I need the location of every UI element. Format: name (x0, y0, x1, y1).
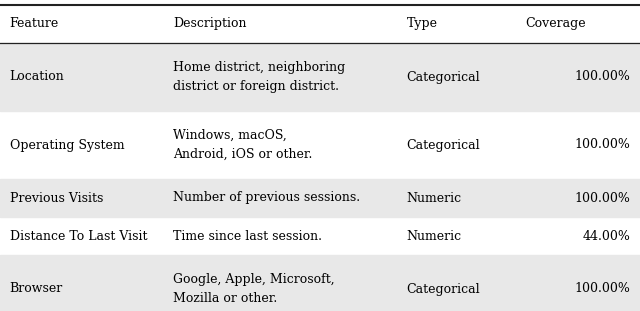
Text: Categorical: Categorical (406, 71, 480, 83)
Text: Feature: Feature (10, 17, 59, 30)
Text: Browser: Browser (10, 282, 63, 295)
Text: Operating System: Operating System (10, 138, 124, 151)
Text: (c) Place features of the session.: (c) Place features of the session. (217, 310, 423, 311)
Text: Location: Location (10, 71, 65, 83)
Text: 100.00%: 100.00% (575, 138, 630, 151)
Text: 100.00%: 100.00% (575, 71, 630, 83)
Text: Type: Type (406, 17, 437, 30)
Text: Time since last session.: Time since last session. (173, 230, 322, 243)
Text: Distance To Last Visit: Distance To Last Visit (10, 230, 147, 243)
Text: Numeric: Numeric (406, 230, 461, 243)
Text: Number of previous sessions.: Number of previous sessions. (173, 192, 360, 205)
Text: Description: Description (173, 17, 246, 30)
Text: 44.00%: 44.00% (582, 230, 630, 243)
Text: Home district, neighboring
district or foreign district.: Home district, neighboring district or f… (173, 61, 345, 93)
Text: Google, Apple, Microsoft,
Mozilla or other.: Google, Apple, Microsoft, Mozilla or oth… (173, 273, 335, 305)
Text: Coverage: Coverage (525, 17, 586, 30)
Text: Previous Visits: Previous Visits (10, 192, 103, 205)
Text: Windows, macOS,
Android, iOS or other.: Windows, macOS, Android, iOS or other. (173, 129, 312, 161)
Text: 100.00%: 100.00% (575, 192, 630, 205)
Bar (0, 255, 640, 311)
Text: Categorical: Categorical (406, 282, 480, 295)
Text: Numeric: Numeric (406, 192, 461, 205)
Text: 100.00%: 100.00% (575, 282, 630, 295)
Bar (0, 179, 640, 217)
Bar (0, 43, 640, 111)
Text: Categorical: Categorical (406, 138, 480, 151)
